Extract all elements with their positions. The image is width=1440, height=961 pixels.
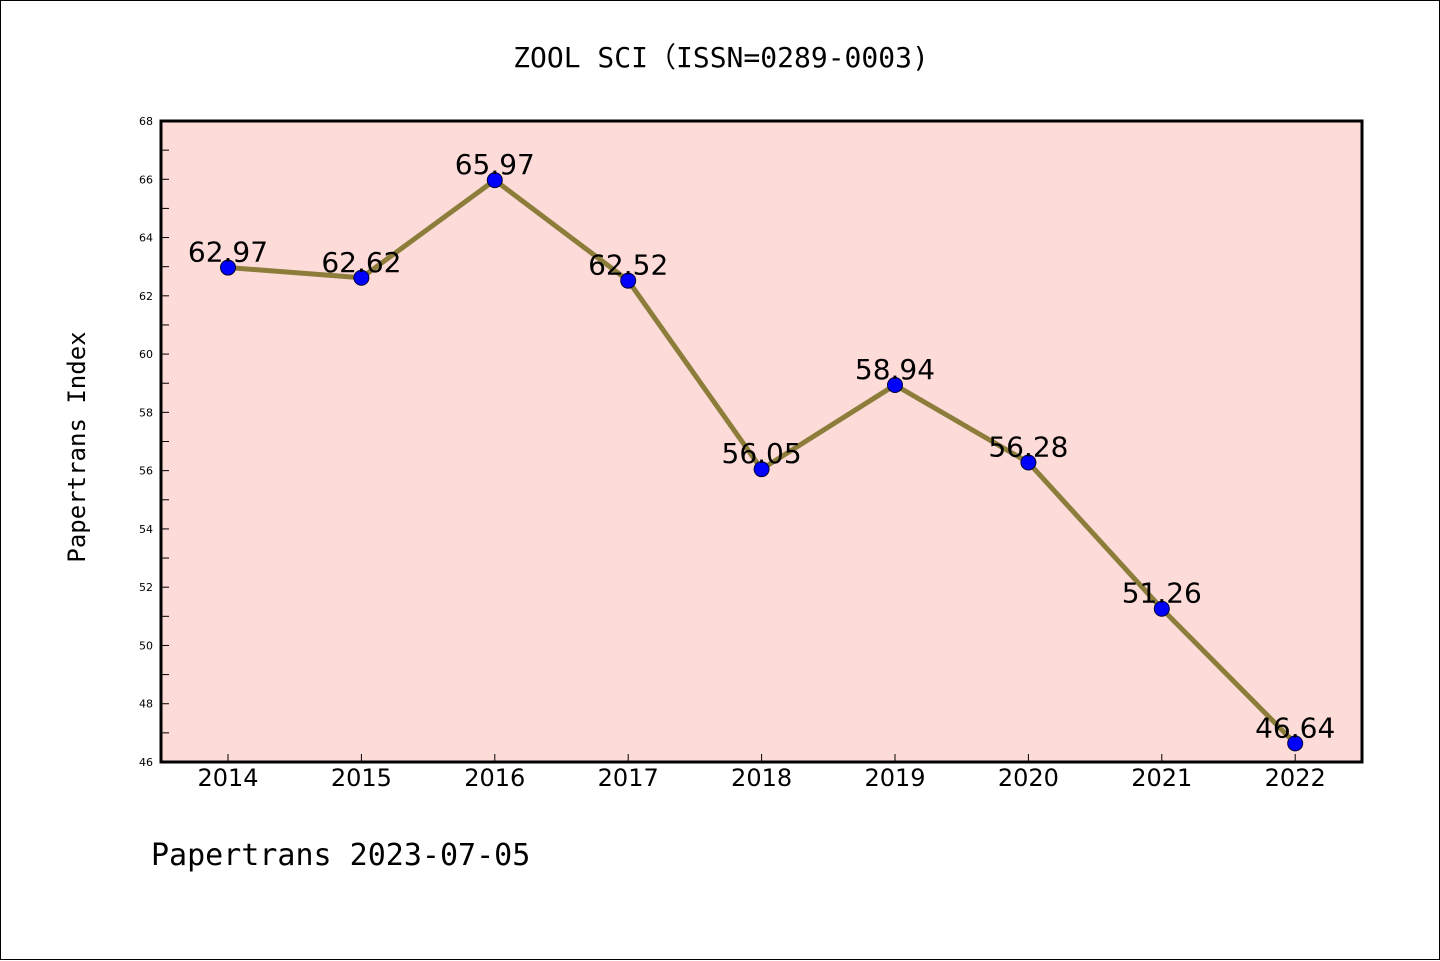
x-tick-label: 2021 (1131, 764, 1192, 792)
y-axis-label: Papertrans Index (63, 331, 91, 562)
data-point (220, 259, 236, 276)
y-tick-label: 66 (139, 173, 153, 186)
data-point (887, 376, 903, 393)
x-tick-label: 2018 (731, 764, 792, 792)
chart-title: ZOOL SCI（ISSN=0289-0003) (513, 41, 929, 74)
data-label: 62.52 (588, 249, 668, 282)
data-point (1020, 454, 1037, 471)
data-label: 62.62 (321, 246, 401, 279)
x-tick-label: 2020 (998, 764, 1059, 792)
y-tick-label: 64 (139, 232, 153, 245)
data-label: 46.64 (1255, 711, 1335, 744)
plot-area (159, 119, 1364, 764)
y-tick-label: 54 (139, 523, 153, 536)
y-tick-label: 56 (139, 465, 153, 478)
data-point (620, 272, 637, 289)
data-label: 58.94 (855, 353, 935, 386)
x-tick-label: 2015 (331, 764, 392, 792)
data-label: 56.05 (722, 437, 802, 470)
x-tick-label: 2019 (864, 764, 925, 792)
data-point (1153, 600, 1170, 617)
y-tick-label: 60 (139, 348, 153, 361)
y-tick-label: 62 (139, 290, 153, 303)
y-axis: 46 48 50 52 54 56 58 60 62 64 66 68 (139, 115, 169, 769)
data-point (753, 461, 770, 478)
data-label: 65.97 (455, 148, 535, 181)
y-tick-label: 50 (139, 639, 153, 652)
x-tick-label: 2017 (598, 764, 659, 792)
y-tick-label: 58 (139, 406, 153, 419)
x-tick-label: 2014 (197, 764, 258, 792)
x-tick-label: 2016 (464, 764, 525, 792)
x-axis: 2014 2015 2016 2017 2018 2019 2020 2021 2022 (197, 754, 1326, 792)
y-tick-label: 46 (139, 756, 153, 769)
data-point (486, 172, 503, 189)
data-point (1287, 735, 1304, 752)
y-tick-label: 48 (139, 698, 153, 711)
data-label: 51.26 (1122, 577, 1202, 610)
data-label: 62.97 (188, 236, 268, 269)
data-label: 56.28 (988, 430, 1068, 463)
data-labels: 62.97 62.62 65.97 62.52 56.05 58.94 56.28 51.26… (188, 148, 1335, 744)
footer-text: Papertrans 2023-07-05 (151, 838, 530, 873)
y-tick-label: 68 (139, 115, 153, 128)
data-point (353, 269, 370, 286)
y-tick-label: 52 (139, 581, 153, 594)
series-markers (220, 172, 1304, 752)
x-tick-label: 2022 (1265, 764, 1326, 792)
